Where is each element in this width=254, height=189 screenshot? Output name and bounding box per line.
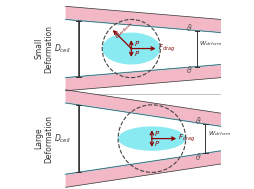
Text: $W_{deform}$: $W_{deform}$ xyxy=(198,39,222,48)
Ellipse shape xyxy=(118,126,185,151)
Text: $\vartheta$: $\vartheta$ xyxy=(194,151,200,162)
Text: $W_{deform}$: $W_{deform}$ xyxy=(207,129,230,138)
Text: $P$: $P$ xyxy=(133,39,139,48)
Text: $F_{drag}$: $F_{drag}$ xyxy=(157,43,174,54)
Text: $P$: $P$ xyxy=(153,139,160,148)
Text: $P$: $P$ xyxy=(153,129,160,139)
Polygon shape xyxy=(65,64,220,91)
Text: Small
Deformation: Small Deformation xyxy=(34,25,54,73)
Text: $P$: $P$ xyxy=(133,49,139,58)
Polygon shape xyxy=(65,6,220,33)
Text: $\vartheta$: $\vartheta$ xyxy=(185,22,192,33)
Text: Large
Deformation: Large Deformation xyxy=(34,115,54,163)
Text: $\vartheta$: $\vartheta$ xyxy=(185,64,192,75)
Text: $D_{cell}$: $D_{cell}$ xyxy=(54,132,71,145)
Text: $\vartheta$: $\vartheta$ xyxy=(194,115,200,126)
Text: $D_{deform}$: $D_{deform}$ xyxy=(112,19,134,41)
Text: $F_{drag}$: $F_{drag}$ xyxy=(178,133,195,144)
Polygon shape xyxy=(65,151,220,187)
Text: $D_{cell}$: $D_{cell}$ xyxy=(54,42,71,55)
Polygon shape xyxy=(65,90,220,126)
Ellipse shape xyxy=(102,33,160,64)
